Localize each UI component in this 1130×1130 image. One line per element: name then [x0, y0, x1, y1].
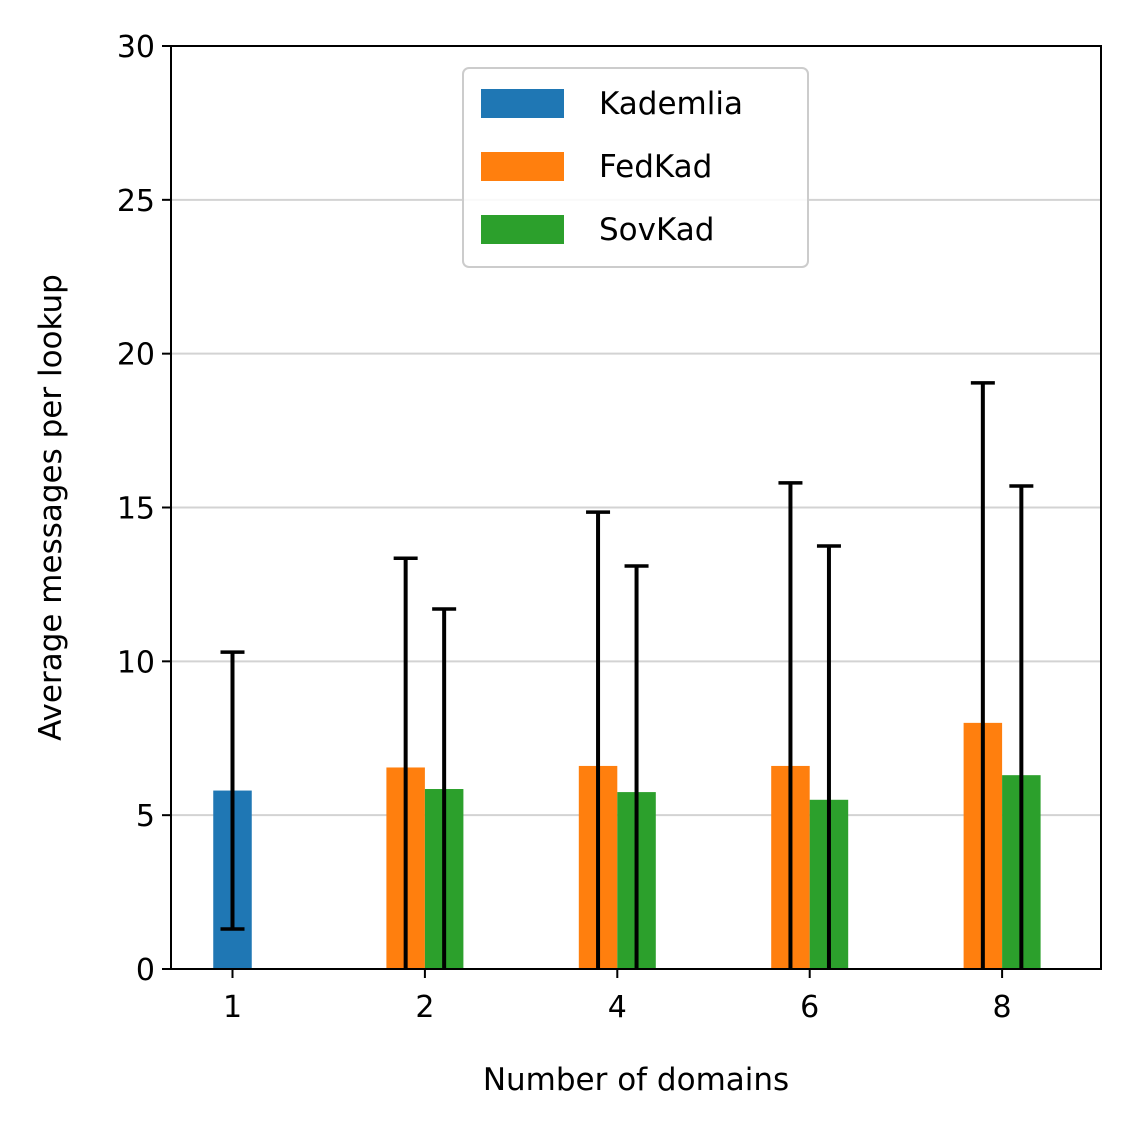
- x-tick-label: 2: [415, 990, 434, 1025]
- y-tick-label: 20: [117, 338, 155, 373]
- bars: [213, 722, 1041, 969]
- legend-swatch-fedkad: [481, 152, 564, 181]
- legend-swatch-sovkad: [481, 215, 564, 244]
- y-tick-label: 25: [117, 184, 155, 219]
- error-bars: [220, 381, 1034, 969]
- legend-label-kademlia: Kademlia: [599, 86, 743, 122]
- x-tick-label: 4: [608, 990, 627, 1025]
- x-axis-ticks: 1 2 4 6 8: [223, 969, 1012, 1025]
- legend-label-fedkad: FedKad: [599, 149, 712, 185]
- x-tick-label: 8: [993, 990, 1012, 1025]
- y-axis-ticks: 0 5 10 15 20 25 30: [117, 30, 171, 988]
- y-tick-label: 15: [117, 492, 155, 527]
- y-tick-label: 30: [117, 30, 155, 65]
- y-tick-label: 5: [136, 799, 155, 834]
- y-tick-label: 10: [117, 645, 155, 680]
- x-axis-label: Number of domains: [483, 1062, 789, 1098]
- y-axis-label: Average messages per lookup: [33, 274, 69, 741]
- legend-swatch-kademlia: [481, 89, 564, 118]
- legend: Kademlia FedKad SovKad: [462, 67, 809, 268]
- y-tick-label: 0: [136, 953, 155, 988]
- x-tick-label: 6: [800, 990, 819, 1025]
- x-tick-label: 1: [223, 990, 242, 1025]
- legend-label-sovkad: SovKad: [599, 212, 714, 248]
